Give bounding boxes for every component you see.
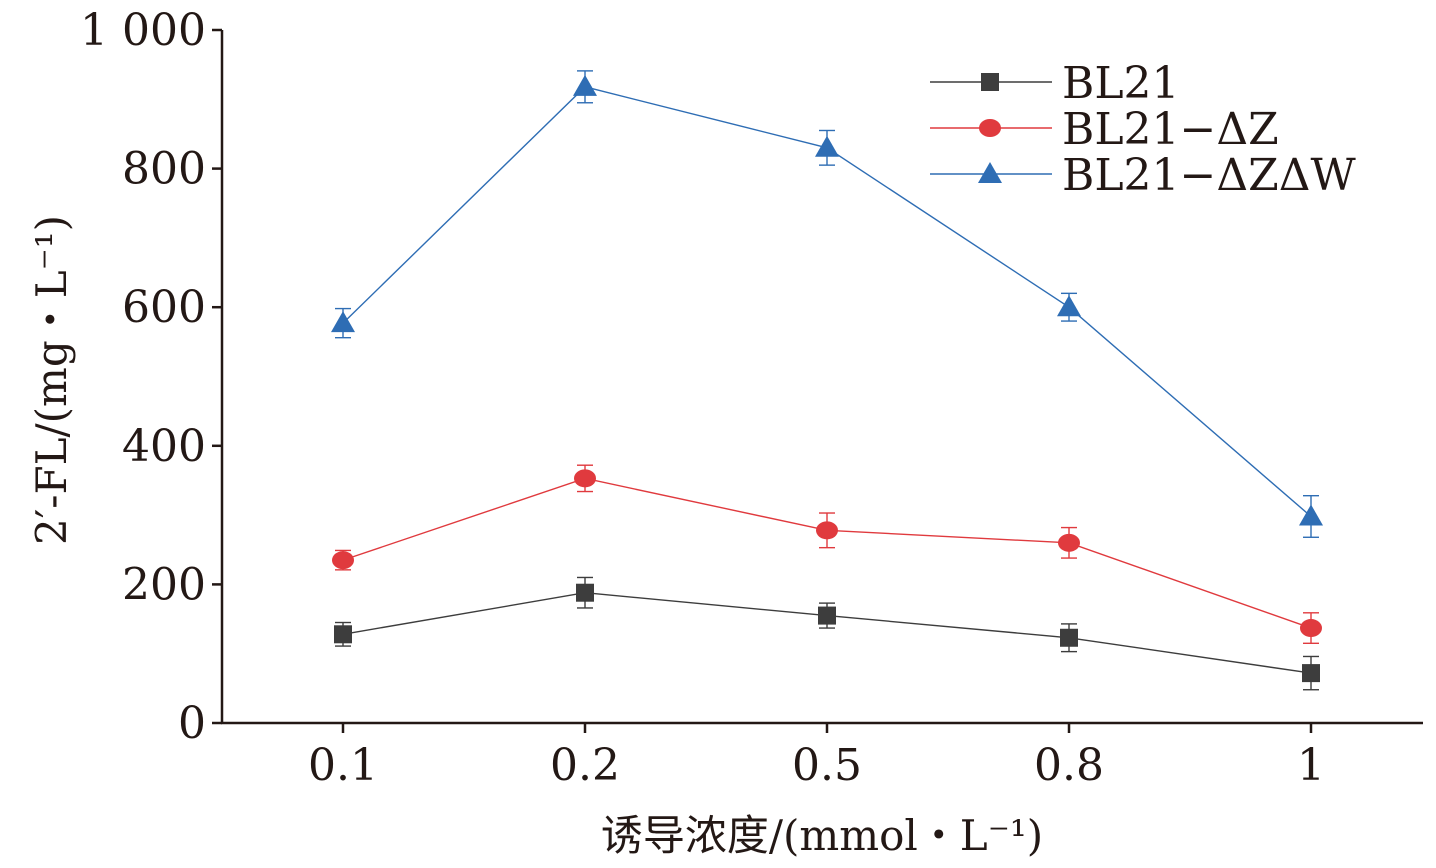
data-point xyxy=(574,469,596,488)
data-point xyxy=(332,551,354,570)
data-point xyxy=(331,311,355,333)
data-point xyxy=(1057,295,1081,317)
legend-marker xyxy=(981,73,999,91)
series-layer xyxy=(331,70,1323,691)
data-point xyxy=(334,625,352,644)
legend-label: BL21 xyxy=(1062,58,1180,109)
x-tick-label: 0.2 xyxy=(550,740,620,791)
x-tick-label: 1 xyxy=(1297,740,1325,791)
series-2 xyxy=(332,464,1322,645)
legend-label: BL21−ΔZ xyxy=(1062,104,1279,155)
y-tick-label: 600 xyxy=(122,282,206,333)
x-tick-label: 0.5 xyxy=(792,740,862,791)
series-1 xyxy=(334,576,1320,691)
data-point xyxy=(1058,533,1080,552)
data-point xyxy=(576,583,594,602)
y-tick-label: 1 000 xyxy=(80,5,206,56)
y-tick-label: 200 xyxy=(122,559,206,610)
data-point xyxy=(818,606,836,625)
y-axis-title: 2′-FL/(mg・L⁻¹) xyxy=(27,215,76,545)
y-tick-label: 800 xyxy=(122,144,206,195)
data-point xyxy=(1300,619,1322,638)
legend-entry: BL21−ΔZΔW xyxy=(930,150,1357,201)
data-point xyxy=(1060,628,1078,647)
legend-entry: BL21−ΔZ xyxy=(930,104,1279,155)
legend-marker xyxy=(978,162,1002,183)
x-tick-label: 0.1 xyxy=(308,740,378,791)
legend-entry: BL21 xyxy=(930,58,1180,109)
legend-label: BL21−ΔZΔW xyxy=(1062,150,1357,201)
data-point xyxy=(816,521,838,540)
legend-marker xyxy=(979,119,1001,137)
data-point xyxy=(1302,664,1320,683)
x-axis-title: 诱导浓度/(mmol・L⁻¹) xyxy=(601,811,1043,860)
data-point xyxy=(1299,504,1323,526)
y-tick-label: 0 xyxy=(178,698,206,749)
data-point xyxy=(815,135,839,157)
data-point xyxy=(573,74,597,96)
series-3 xyxy=(331,70,1323,538)
axes: 0 200 400 600 800 1 000 0.1 0.2 0.5 0.8 1 xyxy=(80,5,1423,791)
x-tick-label: 0.8 xyxy=(1034,740,1104,791)
y-tick-label: 400 xyxy=(122,421,206,472)
